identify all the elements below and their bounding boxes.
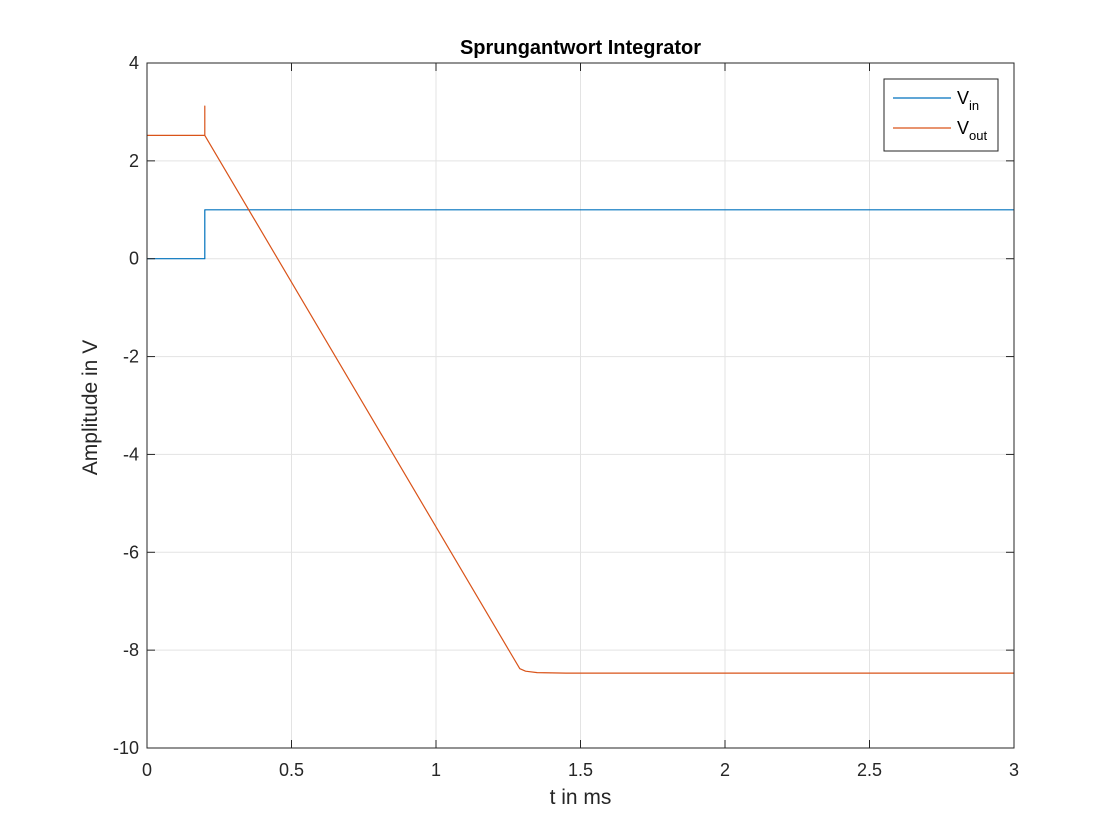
chart-title: Sprungantwort Integrator: [460, 37, 701, 59]
x-tick-label: 3: [1009, 760, 1019, 780]
x-tick-label: 0: [142, 760, 152, 780]
x-tick-label: 2: [720, 760, 730, 780]
ticks: 0 0.5 1 1.5 2 2.5 3 -10 -8 -6 -4 -2 0 2 4: [113, 53, 1019, 780]
legend-label-sub: in: [969, 98, 979, 113]
y-tick-label: 4: [129, 53, 139, 73]
y-tick-label: 2: [129, 151, 139, 171]
series-line-out: [147, 105, 1014, 674]
y-tick-label: -10: [113, 738, 139, 758]
y-tick-label: -8: [123, 640, 139, 660]
y-tick-label: 0: [129, 249, 139, 269]
x-axis-label: t in ms: [550, 786, 612, 809]
legend-label-sub: out: [969, 128, 987, 143]
y-tick-label: -2: [123, 347, 139, 367]
grid: [146, 62, 1015, 749]
legend-box: [883, 78, 999, 152]
x-tick-label: 2.5: [857, 760, 882, 780]
x-tick-label: 1.5: [568, 760, 593, 780]
y-tick-label: -6: [123, 542, 139, 562]
series-layer: [147, 105, 1014, 674]
y-tick-label: -4: [123, 444, 139, 464]
series-line-in: [147, 209, 1014, 260]
y-axis-label: Amplitude in V: [79, 340, 102, 475]
x-tick-label: 1: [431, 760, 441, 780]
x-tick-label: 0.5: [279, 760, 304, 780]
